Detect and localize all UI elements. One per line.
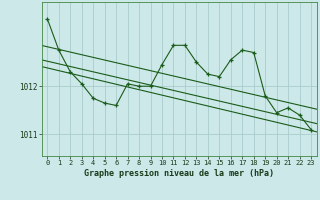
X-axis label: Graphe pression niveau de la mer (hPa): Graphe pression niveau de la mer (hPa) bbox=[84, 169, 274, 178]
